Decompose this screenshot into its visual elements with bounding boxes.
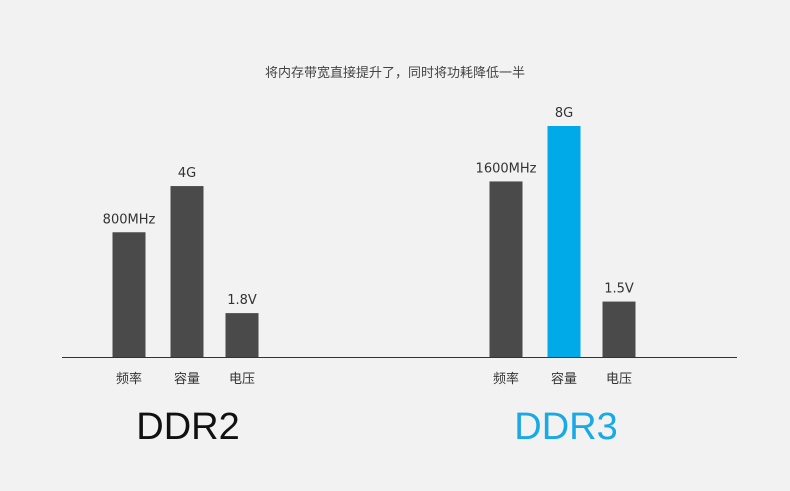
bar-ddr3-voltage (602, 301, 636, 357)
value-label-ddr3-frequency: 1600MHz (476, 161, 537, 176)
value-label-ddr2-frequency: 800MHz (103, 212, 156, 227)
bar-ddr3-capacity (547, 126, 581, 357)
category-label-ddr2-frequency: 频率 (116, 371, 142, 387)
category-label-ddr2-voltage: 电压 (229, 372, 255, 387)
category-label-ddr3-capacity: 容量 (551, 371, 577, 387)
bar-ddr2-voltage (225, 313, 259, 357)
bar-ddr2-capacity (170, 186, 204, 357)
chart-title: 将内存带宽直接提升了，同时将功耗降低一半 (265, 65, 525, 81)
bars-layer: 800MHz 频率 4G 容量 1.8V 电压 1600MHz 频率 8G 容量 1.5V 电压 (103, 106, 636, 387)
bar-ddr3-frequency (489, 181, 523, 357)
category-label-ddr2-capacity: 容量 (174, 371, 200, 387)
value-label-ddr2-capacity: 4G (178, 166, 196, 181)
value-label-ddr2-voltage: 1.8V (227, 293, 257, 308)
bar-ddr2-frequency (112, 232, 146, 357)
group-title-ddr3: DDR3 (514, 406, 617, 448)
category-label-ddr3-frequency: 频率 (493, 371, 519, 387)
category-label-ddr3-voltage: 电压 (606, 372, 632, 387)
value-label-ddr3-capacity: 8G (555, 106, 573, 121)
group-title-ddr2: DDR2 (136, 406, 239, 448)
value-label-ddr3-voltage: 1.5V (604, 282, 634, 297)
